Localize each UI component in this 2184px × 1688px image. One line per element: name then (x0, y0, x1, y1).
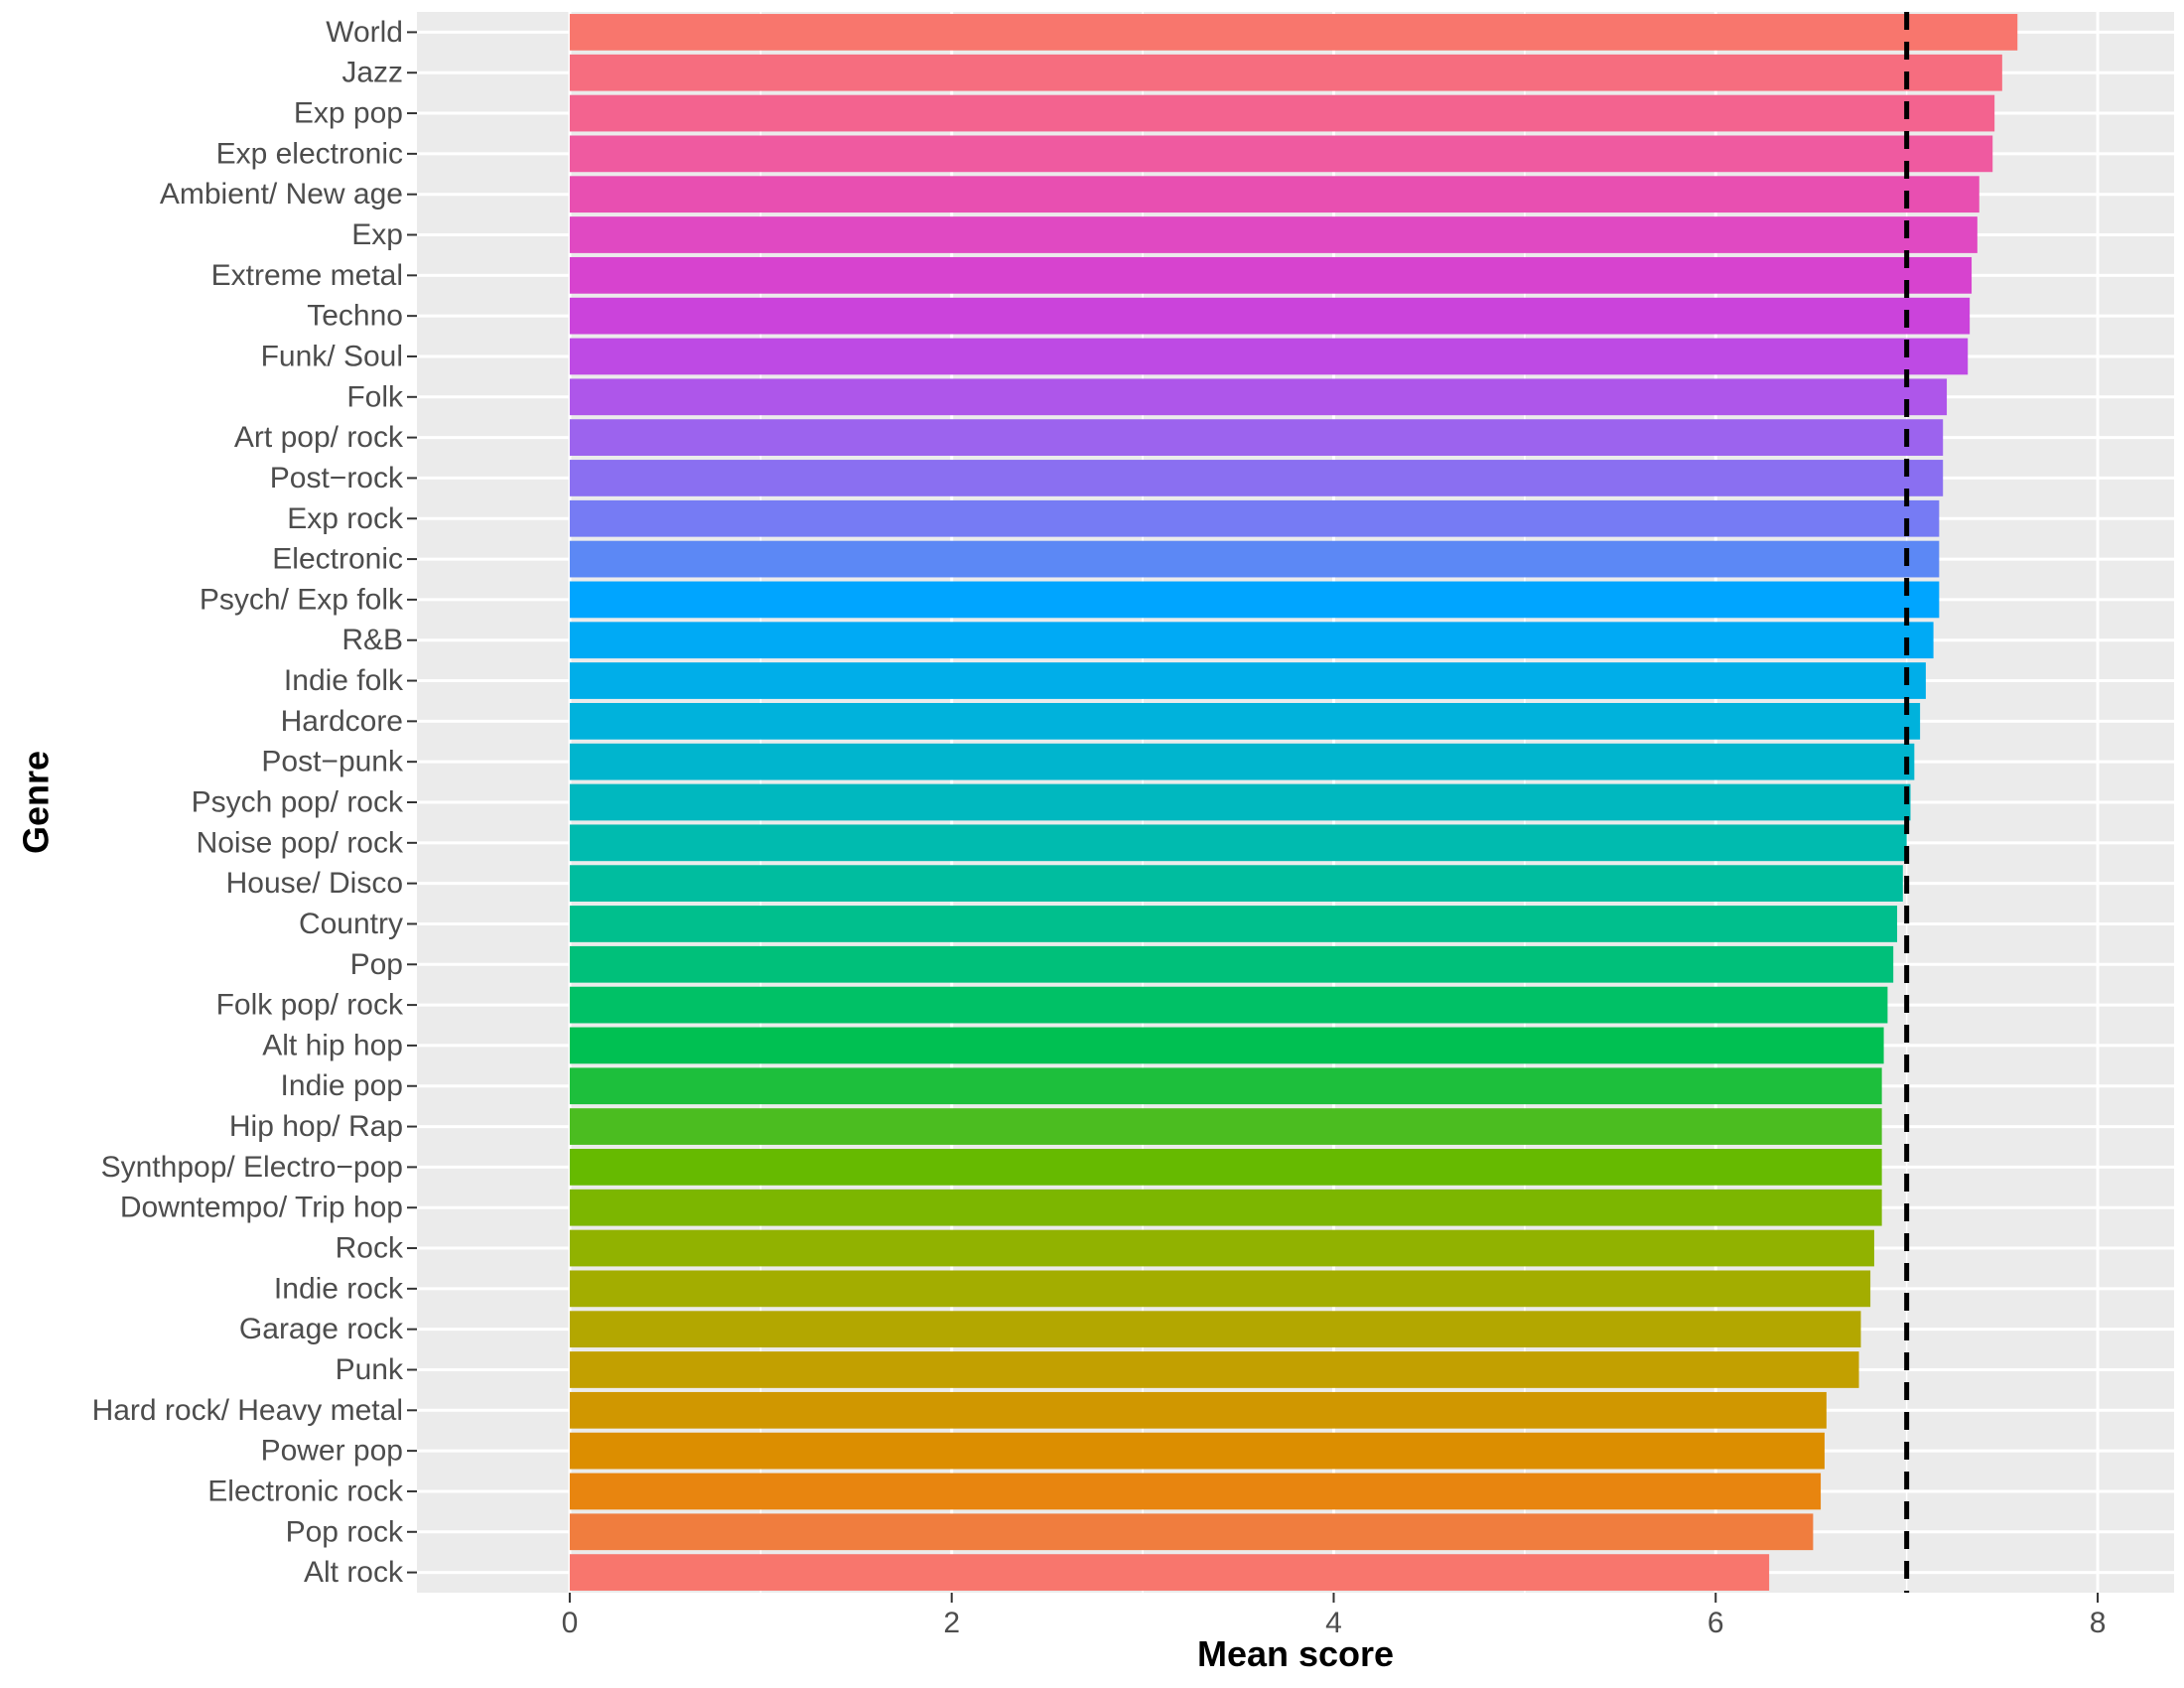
y-tick-label: Funk/ Soul (261, 340, 403, 372)
y-axis-title: Genre (16, 751, 57, 854)
y-tick-label: House/ Disco (226, 867, 403, 900)
bar (569, 783, 1911, 821)
y-tick-label: Garage rock (239, 1313, 404, 1345)
bar (569, 1554, 1770, 1591)
bar (569, 14, 2018, 51)
bar (569, 945, 1894, 983)
x-axis-title: Mean score (1197, 1633, 1394, 1674)
bar (569, 662, 1926, 699)
bar (569, 1108, 1882, 1145)
x-tick-label: 2 (943, 1607, 960, 1639)
bar (569, 1270, 1871, 1308)
x-tick-label: 8 (2090, 1607, 2107, 1639)
y-tick-label: Post−rock (270, 462, 404, 494)
y-tick-label: Ambient/ New age (160, 178, 403, 211)
bar (569, 622, 1934, 659)
bars (569, 14, 2018, 1591)
bar (569, 986, 1888, 1024)
bar (569, 297, 1971, 335)
x-tick-label: 4 (1325, 1607, 1342, 1639)
y-tick-label: Exp rock (287, 502, 404, 535)
bar (569, 338, 1969, 375)
bar (569, 256, 1973, 294)
bar (569, 824, 1907, 862)
bar (569, 94, 1995, 132)
y-tick-label: Exp (351, 218, 403, 251)
bar (569, 540, 1940, 578)
y-tick-label: World (326, 16, 403, 49)
x-axis-ticks: 0 2 4 6 8 (562, 1593, 2107, 1639)
bar (569, 499, 1940, 537)
y-tick-label: Hard rock/ Heavy metal (92, 1394, 403, 1427)
bar (569, 135, 1993, 173)
bar (569, 1067, 1882, 1105)
y-tick-label: Pop (350, 948, 403, 981)
y-tick-label: Extreme metal (211, 259, 403, 292)
y-tick-label: Psych/ Exp folk (200, 583, 404, 616)
bar (569, 906, 1898, 942)
y-tick-label: Folk (346, 380, 404, 413)
bar (569, 1229, 1874, 1267)
y-tick-label: Art pop/ rock (234, 421, 404, 454)
bar (569, 54, 2002, 91)
bar (569, 702, 1921, 740)
bar (569, 1432, 1825, 1470)
y-tick-label: Indie folk (284, 664, 404, 697)
y-tick-label: Exp pop (294, 97, 403, 130)
y-tick-label: Pop rock (286, 1515, 404, 1548)
x-tick-label: 6 (1707, 1607, 1724, 1639)
bar (569, 581, 1940, 619)
y-tick-label: Electronic (272, 543, 403, 576)
y-tick-label: Punk (336, 1353, 404, 1386)
bar (569, 1189, 1882, 1226)
bar (569, 1311, 1861, 1348)
y-tick-label: Electronic rock (207, 1475, 404, 1507)
bar (569, 865, 1903, 903)
bar (569, 1513, 1814, 1551)
y-tick-label: Techno (307, 300, 403, 333)
bar (569, 176, 1979, 213)
x-tick-label: 0 (562, 1607, 579, 1639)
y-tick-label: Indie pop (281, 1069, 403, 1102)
bar (569, 378, 1948, 416)
y-tick-label: Power pop (261, 1435, 403, 1468)
y-tick-label: Exp electronic (216, 137, 403, 170)
y-tick-label: Hardcore (281, 705, 403, 738)
y-tick-label: Psych pop/ rock (192, 786, 404, 819)
y-tick-label: Post−punk (261, 746, 404, 778)
bar (569, 1149, 1882, 1186)
bar (569, 419, 1944, 456)
y-axis-ticks: World Jazz Exp pop Exp electronic Ambient/ N… (92, 16, 417, 1589)
bar (569, 1351, 1859, 1388)
y-tick-label: Jazz (341, 57, 403, 89)
y-tick-label: Hip hop/ Rap (229, 1110, 403, 1143)
bar (569, 1027, 1884, 1064)
bar (569, 216, 1978, 253)
y-tick-label: Synthpop/ Electro−pop (101, 1151, 403, 1184)
bar (569, 743, 1915, 780)
y-tick-label: Country (299, 908, 403, 940)
bar (569, 1473, 1822, 1510)
y-tick-label: R&B (341, 624, 403, 656)
y-tick-label: Rock (336, 1232, 404, 1265)
y-tick-label: Folk pop/ rock (216, 989, 404, 1022)
y-tick-label: Alt hip hop (262, 1029, 403, 1061)
y-tick-label: Noise pop/ rock (197, 826, 404, 859)
y-tick-label: Downtempo/ Trip hop (120, 1192, 403, 1224)
bar (569, 460, 1944, 496)
y-tick-label: Indie rock (274, 1272, 404, 1305)
bar (569, 1391, 1827, 1429)
y-tick-label: Alt rock (304, 1556, 404, 1589)
